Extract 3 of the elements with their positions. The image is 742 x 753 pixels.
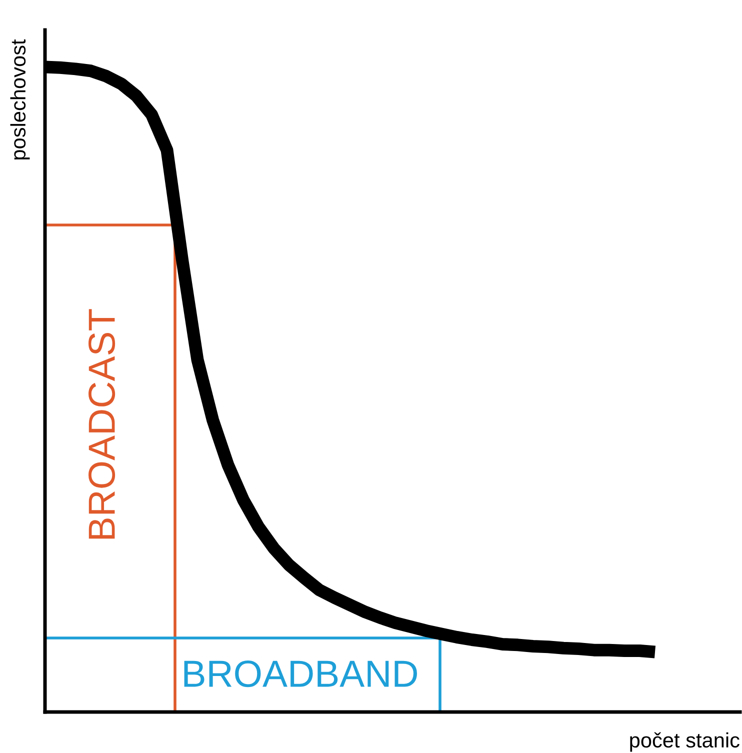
y-axis-title: poslechovost [10, 39, 30, 160]
annotation: BROADBAND [184, 660, 417, 688]
x-axis-title: počet stanic [630, 732, 740, 752]
